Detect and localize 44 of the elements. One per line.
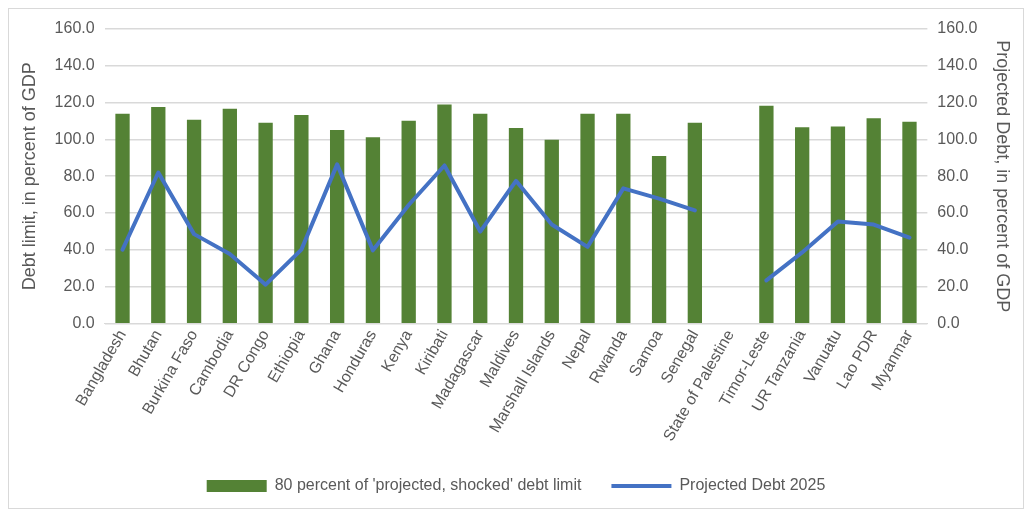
bar (759, 105, 774, 324)
bar (365, 137, 381, 324)
bar (258, 122, 273, 324)
bar (508, 128, 524, 324)
y-tick-label: 0.0 (72, 314, 95, 332)
bar (580, 113, 595, 324)
y-axis-title: Debt limit, in percent of GDP (18, 62, 39, 291)
y2-tick-label: 0.0 (937, 314, 960, 332)
y-tick-label: 120.0 (54, 92, 95, 110)
bar (151, 107, 166, 324)
bar (437, 104, 452, 324)
bar (902, 121, 917, 324)
y2-tick-label: 40.0 (937, 240, 969, 258)
bar (687, 122, 703, 324)
legend-label: Projected Debt 2025 (679, 476, 826, 494)
y-tick-label: 100.0 (54, 129, 95, 147)
bar (795, 127, 810, 324)
bar (473, 113, 488, 324)
bar (651, 156, 667, 324)
y-tick-label: 40.0 (63, 240, 95, 258)
y-tick-label: 140.0 (54, 55, 95, 73)
y2-tick-label: 80.0 (937, 166, 969, 184)
bar (186, 119, 202, 324)
y2-tick-label: 120.0 (937, 92, 978, 110)
y-tick-label: 20.0 (63, 277, 95, 295)
bar (115, 113, 130, 324)
bar (544, 139, 559, 324)
bar (830, 126, 846, 324)
y2-tick-label: 20.0 (937, 277, 969, 295)
bar (222, 108, 237, 324)
y-tick-label: 160.0 (54, 19, 95, 37)
bar (866, 118, 881, 324)
legend-label: 80 percent of 'projected, shocked' debt limit (274, 476, 582, 494)
y2-tick-label: 160.0 (937, 19, 978, 37)
bar (329, 130, 345, 324)
y2-tick-label: 60.0 (937, 203, 969, 221)
y2-tick-label: 140.0 (937, 55, 978, 73)
y2-axis-title: Projected Debt, in percent of GDP (993, 40, 1014, 313)
bar (616, 113, 631, 324)
y2-tick-label: 100.0 (937, 129, 978, 147)
y-tick-label: 80.0 (63, 166, 95, 184)
bar (294, 114, 309, 324)
y-tick-label: 60.0 (63, 203, 95, 221)
bar (401, 120, 416, 324)
